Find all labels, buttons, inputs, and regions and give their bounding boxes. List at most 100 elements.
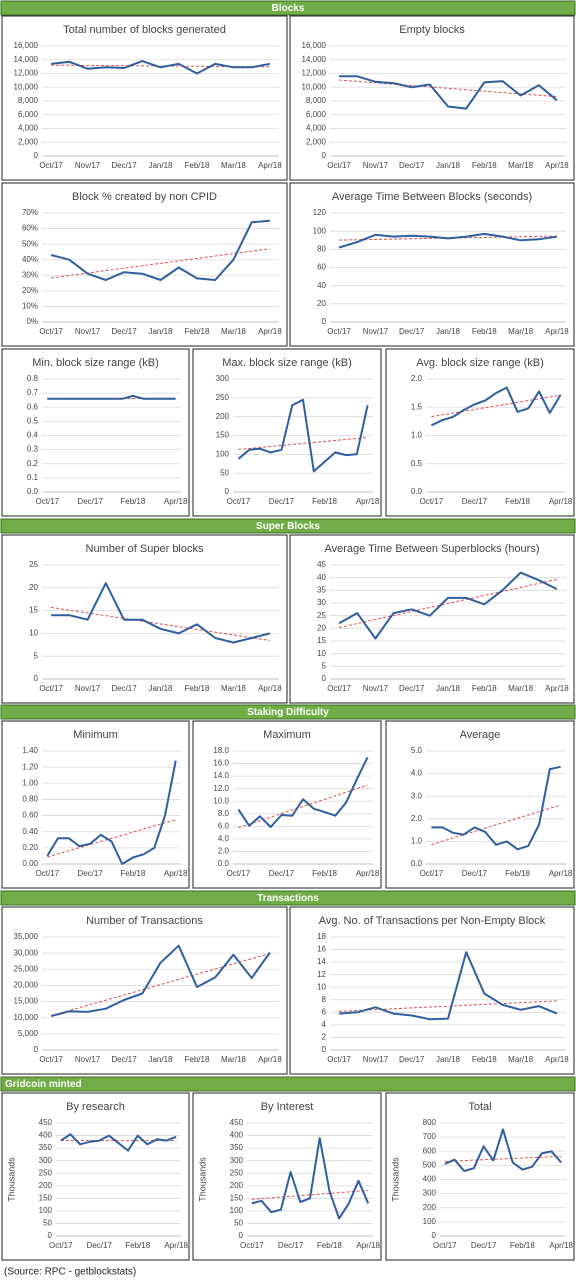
x-tick-label: Feb/18	[505, 497, 530, 506]
y-tick-label: 0	[34, 151, 39, 160]
x-tick-label: Feb/18	[505, 869, 530, 878]
y-tick-label: 40	[317, 281, 326, 290]
x-tick-label: Dec/17	[399, 161, 425, 170]
chart-frame	[1, 182, 288, 347]
y-tick-label: 6	[322, 1007, 327, 1016]
x-tick-label: Dec/17	[111, 327, 137, 336]
y-tick-label: 450	[230, 1118, 244, 1127]
section-header	[0, 518, 576, 534]
x-tick-label: Dec/17	[77, 869, 103, 878]
chart-frame	[289, 182, 575, 347]
x-tick-label: Apr/18	[545, 1055, 569, 1064]
x-tick-label: Mar/18	[221, 684, 246, 693]
y-tick-label: 0.00	[22, 859, 38, 868]
x-tick-label: Oct/17	[227, 869, 251, 878]
trendline	[51, 606, 270, 641]
x-tick-label: Feb/18	[472, 684, 497, 693]
chart-title: Total number of blocks generated	[63, 24, 226, 36]
x-tick-label: Apr/18	[549, 869, 573, 878]
y-tick-label: 60%	[22, 224, 38, 233]
x-tick-label: Jan/18	[436, 1055, 461, 1064]
x-tick-label: Oct/17	[227, 497, 251, 506]
x-tick-label: Dec/17	[111, 684, 137, 693]
x-tick-label: Mar/18	[221, 327, 246, 336]
x-tick-label: Apr/18	[164, 869, 188, 878]
y-tick-label: 14,000	[302, 55, 327, 64]
x-tick-label: Nov/17	[75, 161, 101, 170]
x-tick-label: Nov/17	[363, 684, 389, 693]
y-tick-label: 0.5	[411, 459, 423, 468]
y-tick-label: 200	[423, 1203, 437, 1212]
y-tick-label: 300	[39, 1156, 53, 1165]
x-tick-label: Feb/18	[472, 1055, 497, 1064]
chart-frame	[1, 534, 288, 704]
y-tick-label: 60	[317, 263, 326, 272]
y-tick-label: 10,000	[302, 82, 327, 91]
x-tick-label: Dec/17	[87, 1241, 113, 1250]
chart-frame	[1, 15, 288, 181]
x-tick-label: Jan/18	[436, 684, 461, 693]
chart-title: Number of Transactions	[86, 915, 203, 927]
y-tick-label: 250	[216, 393, 230, 402]
chart-frame	[385, 348, 575, 517]
trendline	[431, 394, 561, 418]
y-tick-label: 0.7	[27, 388, 39, 397]
y-tick-label: 50%	[22, 239, 38, 248]
series-line	[46, 760, 177, 865]
y-tick-label: 300	[230, 1156, 244, 1165]
y-tick-label: 1.20	[22, 762, 38, 771]
y-tick-label: 20	[317, 623, 326, 632]
y-tick-label: 16,000	[302, 41, 327, 50]
y-tick-label: 14,000	[14, 55, 39, 64]
series-line	[60, 1133, 177, 1152]
y-tick-label: 0	[239, 1231, 244, 1240]
x-tick-label: Oct/17	[327, 327, 351, 336]
trendline	[339, 1000, 557, 1012]
x-tick-label: Oct/17	[39, 327, 63, 336]
y-tick-label: 4.0	[218, 834, 230, 843]
y-tick-label: 120	[313, 208, 327, 217]
y-tick-label: 2,000	[306, 137, 327, 146]
y-tick-label: 12,000	[302, 69, 327, 78]
chart-title: Avg. No. of Transactions per Non-Empty B…	[319, 915, 546, 927]
y-tick-label: 4,000	[306, 124, 327, 133]
x-tick-label: Jan/18	[148, 1055, 173, 1064]
y-tick-label: 1.0	[411, 431, 423, 440]
y-tick-label: 300	[423, 1189, 437, 1198]
y-tick-label: 25	[317, 611, 326, 620]
y-tick-label: 400	[39, 1131, 53, 1140]
series-line	[338, 571, 558, 640]
x-tick-label: Mar/18	[508, 161, 533, 170]
y-tick-label: 350	[230, 1143, 244, 1152]
y-tick-label: 40%	[22, 255, 38, 264]
x-tick-label: Apr/18	[258, 1055, 282, 1064]
y-tick-label: 600	[423, 1146, 437, 1155]
y-tick-label: 0.1	[27, 473, 39, 482]
chart-title: Average Time Between Superblocks (hours)	[324, 543, 539, 555]
y-tick-label: 250	[230, 1168, 244, 1177]
section-title: Transactions	[257, 893, 319, 904]
chart-frame	[289, 15, 575, 181]
y-tick-label: 1.40	[22, 746, 38, 755]
y-tick-label: 350	[39, 1143, 53, 1152]
y-tick-label: 0	[322, 317, 327, 326]
y-tick-label: 800	[423, 1118, 437, 1127]
y-tick-label: 20%	[22, 286, 38, 295]
x-tick-label: Oct/17	[327, 684, 351, 693]
x-tick-label: Feb/18	[312, 869, 337, 878]
section-title: Super Blocks	[256, 521, 320, 532]
y-tick-label: 80	[317, 244, 326, 253]
series-line	[431, 765, 561, 851]
y-tick-label: 20,000	[14, 981, 39, 990]
section-header	[0, 0, 576, 16]
y-tick-label: 0.8	[27, 374, 39, 383]
y-tick-label: 0.40	[22, 827, 38, 836]
y-tick-label: 0.60	[22, 811, 38, 820]
y-tick-label: 100	[313, 226, 327, 235]
x-tick-label: Feb/18	[125, 1241, 150, 1250]
x-tick-label: Apr/18	[258, 327, 282, 336]
y-tick-label: 450	[39, 1118, 53, 1127]
series-line	[430, 386, 562, 427]
x-tick-label: Feb/18	[312, 497, 337, 506]
chart-title: Max. block size range (kB)	[222, 357, 352, 369]
